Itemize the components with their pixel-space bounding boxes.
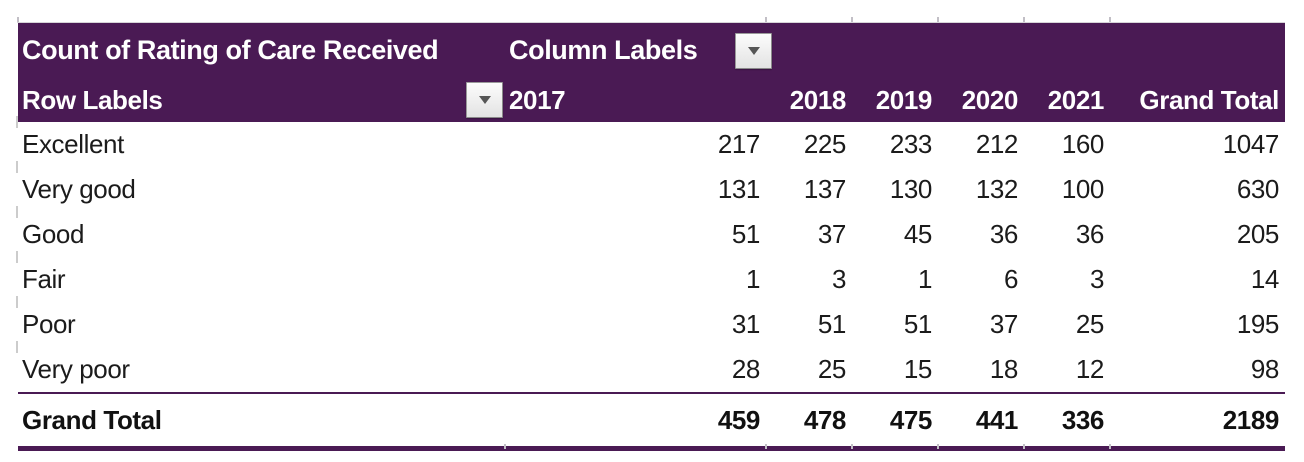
data-cell[interactable]: 14 [1250,264,1280,294]
pivot-table: Count of Rating of Care Received Column … [16,17,1285,451]
data-cell[interactable]: 160 [1061,129,1105,159]
pivot-header-row-1: Count of Rating of Care Received Column … [18,23,1285,78]
data-cell[interactable]: 130 [889,174,933,204]
data-cell[interactable]: 1047 [1222,129,1280,159]
data-cell[interactable]: 195 [1236,309,1280,339]
grand-total-label[interactable]: Grand Total [22,404,162,435]
row-label[interactable]: Very good [22,174,136,204]
data-cell[interactable]: 233 [889,129,933,159]
grid-tick [851,444,853,449]
column-labels-label: Column Labels [509,35,698,65]
data-cell[interactable]: 100 [1061,174,1105,204]
data-cell[interactable]: 1 [917,264,932,294]
grid-tick [16,251,18,263]
data-cell[interactable]: 217 [717,129,761,159]
grid-tick [17,17,19,22]
row-label[interactable]: Good [22,219,85,249]
data-cell[interactable]: 98 [1250,354,1280,384]
data-cell[interactable]: 37 [817,219,847,249]
pivot-row-fair: Fair 1 3 1 6 3 14 [18,257,1285,302]
column-header-2017[interactable]: 2017 [509,84,566,115]
pivot-row-very-good: Very good 131 137 130 132 100 630 [18,167,1285,212]
pivot-row-poor: Poor 31 51 51 37 25 195 [18,302,1285,347]
column-header-2020[interactable]: 2020 [961,84,1019,115]
data-cell[interactable]: 51 [731,219,761,249]
row-labels-cell: Row Labels [18,78,505,122]
data-cell[interactable]: 25 [1075,309,1105,339]
dropdown-arrow-icon [478,96,491,104]
total-cell[interactable]: 459 [717,404,761,435]
row-label[interactable]: Excellent [22,129,124,159]
data-cell[interactable]: 1 [745,264,760,294]
row-labels-label: Row Labels [22,84,163,115]
data-cell[interactable]: 132 [975,174,1019,204]
data-cell[interactable]: 137 [803,174,847,204]
grid-tick [765,17,767,22]
data-cell[interactable]: 12 [1075,354,1105,384]
grid-tick [504,444,506,449]
data-cell[interactable]: 205 [1236,219,1280,249]
data-cell[interactable]: 25 [817,354,847,384]
pivot-header-row-2: Row Labels 2017 2018 2019 2020 2021 Gran… [18,78,1285,122]
column-labels-cell: Column Labels [505,23,1285,78]
data-cell[interactable]: 36 [989,219,1019,249]
row-label[interactable]: Very poor [22,354,130,384]
grid-tick [16,161,18,173]
total-cell[interactable]: 478 [803,404,847,435]
dropdown-arrow-icon [747,46,760,55]
grid-tick [851,17,853,22]
row-labels-filter-button[interactable] [466,82,503,118]
data-cell[interactable]: 31 [731,309,761,339]
column-header-2018[interactable]: 2018 [789,84,847,115]
pivot-title: Count of Rating of Care Received [22,35,439,65]
row-label[interactable]: Poor [22,309,76,339]
data-cell[interactable]: 6 [1003,264,1018,294]
total-cell[interactable]: 441 [975,404,1019,435]
pivot-row-excellent: Excellent 217 225 233 212 160 1047 [18,122,1285,167]
pivot-row-grand-total: Grand Total 459 478 475 441 336 2189 [18,392,1285,451]
data-cell[interactable]: 51 [817,309,847,339]
data-cell[interactable]: 51 [903,309,933,339]
data-cell[interactable]: 15 [903,354,933,384]
grid-tick [937,444,939,449]
data-cell[interactable]: 212 [975,129,1019,159]
column-header-2019[interactable]: 2019 [875,84,933,115]
data-cell[interactable]: 131 [717,174,761,204]
grid-tick [16,341,18,353]
data-cell[interactable]: 45 [903,219,933,249]
grid-tick [1109,444,1111,449]
data-cell[interactable]: 630 [1236,174,1280,204]
grid-tick [1109,17,1111,22]
data-cell[interactable]: 37 [989,309,1019,339]
grid-tick [937,17,939,22]
pivot-row-very-poor: Very poor 28 25 15 18 12 98 [18,347,1285,392]
grid-tick [1023,444,1025,449]
column-header-2021[interactable]: 2021 [1047,84,1105,115]
grid-tick [1023,17,1025,22]
pivot-row-good: Good 51 37 45 36 36 205 [18,212,1285,257]
total-cell[interactable]: 336 [1061,404,1105,435]
data-cell[interactable]: 3 [1089,264,1104,294]
grid-tick [16,296,18,308]
data-cell[interactable]: 18 [989,354,1019,384]
data-cell[interactable]: 225 [803,129,847,159]
total-cell[interactable]: 2189 [1222,404,1280,435]
grid-tick [16,116,18,128]
grid-tick [16,206,18,218]
row-label[interactable]: Fair [22,264,66,294]
data-cell[interactable]: 36 [1075,219,1105,249]
total-cell[interactable]: 475 [889,404,933,435]
column-header-grand-total[interactable]: Grand Total [1139,84,1279,115]
column-labels-filter-button[interactable] [735,32,772,69]
data-cell[interactable]: 28 [731,354,761,384]
data-cell[interactable]: 3 [831,264,846,294]
grid-tick [765,444,767,449]
grid-line [17,22,1285,23]
